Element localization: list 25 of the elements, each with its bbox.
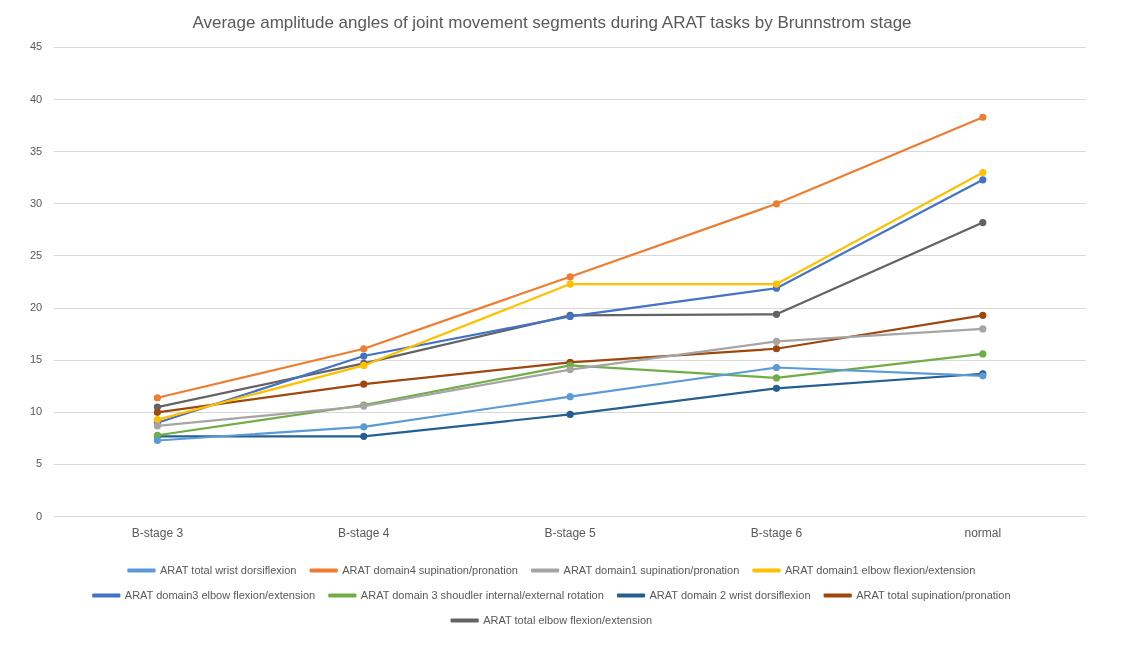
y-tick-label: 5 (36, 457, 43, 470)
y-tick-label: 0 (36, 509, 43, 522)
x-tick-label: B-stage 3 (131, 526, 184, 541)
y-tick-label: 15 (29, 353, 43, 366)
chart-title: Average amplitude angles of joint movement segments during ARAT tasks by Brunnstrom stage (192, 12, 912, 32)
x-tick-label: B-stage 6 (750, 526, 803, 541)
legend-label: ARAT total elbow flexion/extension (483, 613, 653, 626)
y-tick-label: 20 (29, 301, 43, 314)
legend-label: ARAT domain4 supination/pronation (342, 563, 518, 576)
legend-label: ARAT domain 2 wrist dorsiflexion (649, 588, 811, 601)
y-tick-label: 40 (29, 92, 43, 105)
y-tick-label: 10 (29, 405, 43, 418)
y-tick-label: 45 (29, 40, 43, 53)
y-tick-label: 30 (29, 196, 43, 209)
y-tick-label: 35 (29, 144, 43, 157)
y-tick-label: 25 (29, 248, 43, 261)
legend-label: ARAT total supination/pronation (856, 588, 1011, 601)
legend-label: ARAT domain1 supination/pronation (563, 563, 740, 576)
legend-label: ARAT domain1 elbow flexion/extension (784, 563, 976, 576)
x-tick-label: normal (964, 526, 1002, 541)
x-tick-label: B-stage 5 (544, 526, 597, 541)
legend-label: ARAT domain3 elbow flexion/extension (124, 588, 316, 601)
legend-label: ARAT domain 3 shoudler internal/external rotation (360, 588, 604, 601)
x-tick-label: B-stage 4 (338, 526, 390, 541)
legend-label: ARAT total wrist dorsiflexion (159, 563, 297, 576)
